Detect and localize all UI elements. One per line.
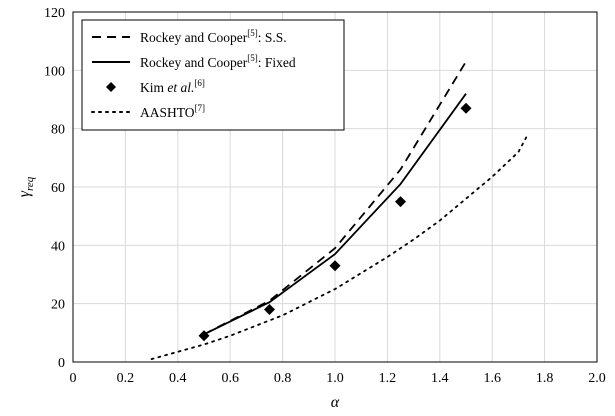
legend-marker xyxy=(106,82,116,92)
y-tick-label: 0 xyxy=(58,356,65,371)
y-tick-label: 80 xyxy=(51,123,65,138)
x-tick-label: 1.4 xyxy=(431,371,449,386)
x-tick-label: 0.4 xyxy=(169,371,187,386)
x-tick-label: 1.8 xyxy=(536,371,554,386)
x-tick-label: 0.2 xyxy=(117,371,135,386)
x-tick-label: 0.8 xyxy=(274,371,292,386)
plot-series xyxy=(150,61,528,360)
legend-label-citation: [7] xyxy=(195,103,206,113)
x-tick-label: 0.6 xyxy=(221,371,239,386)
data-point-kim xyxy=(198,330,210,342)
series-line-1 xyxy=(203,93,467,336)
x-tick-label: 0 xyxy=(70,371,77,386)
x-tick-label: 1.0 xyxy=(326,371,344,386)
legend-label: Rockey and Cooper[5]: Fixed xyxy=(140,53,296,70)
x-tick-label: 1.2 xyxy=(379,371,397,386)
legend-label: Kim et al.[6] xyxy=(140,78,205,95)
data-point-kim xyxy=(264,304,275,315)
legend: Rockey and Cooper[5]: S.S.Rockey and Coo… xyxy=(81,19,345,131)
series-line-3 xyxy=(150,136,528,360)
legend-label: AASHTO[7] xyxy=(140,103,205,120)
legend-label-text: Rockey and Cooper xyxy=(140,30,248,45)
legend-box xyxy=(81,19,345,131)
y-axis-title-sub: req xyxy=(24,176,36,191)
data-point-kim xyxy=(329,260,341,272)
x-tick-label: 1.6 xyxy=(483,371,501,386)
legend-label-text: AASHTO xyxy=(140,105,195,120)
legend-label-suffix: : S.S. xyxy=(258,30,287,45)
legend-label-citation: [6] xyxy=(194,78,205,88)
tick-labels: 0 0.2 0.4 0.6 0.8 1.0 1.2 1.4 1.6 1.8 2.0 0 20 40 60 80… xyxy=(44,6,606,386)
y-axis-title-main: γ xyxy=(16,190,33,197)
legend-label: Rockey and Cooper[5]: S.S. xyxy=(140,28,287,45)
legend-label-italic: et al. xyxy=(167,80,194,95)
legend-label-citation: [5] xyxy=(247,53,258,63)
plot-frame xyxy=(72,11,598,363)
data-point-kim xyxy=(460,102,472,114)
x-axis-title: α xyxy=(331,394,340,411)
y-tick-label: 60 xyxy=(51,181,65,196)
y-tick-label: 120 xyxy=(44,6,65,21)
x-tick-label: 2.0 xyxy=(588,371,606,386)
y-tick-label: 20 xyxy=(51,298,65,313)
legend-label-text: Rockey and Cooper xyxy=(140,55,248,70)
legend-label-text: Kim xyxy=(140,80,167,95)
data-point-kim xyxy=(395,196,406,208)
y-tick-label: 40 xyxy=(51,239,65,254)
y-tick-label: 100 xyxy=(44,64,65,79)
legend-label-citation: [5] xyxy=(247,28,258,38)
y-axis-title: γreq xyxy=(16,176,36,197)
legend-label-suffix: : Fixed xyxy=(258,55,296,70)
